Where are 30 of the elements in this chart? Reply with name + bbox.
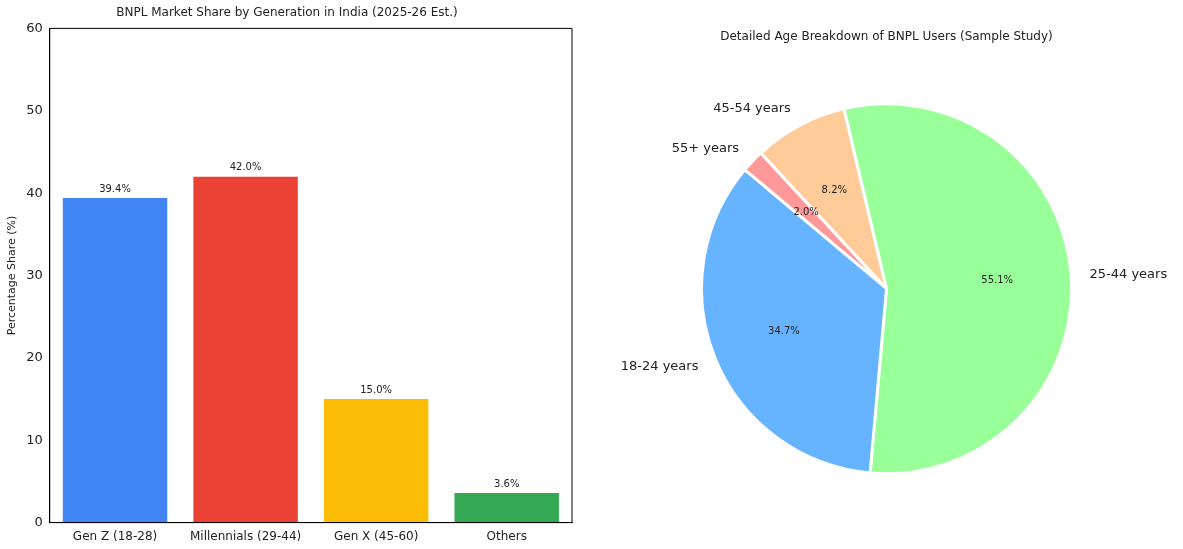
data-label: 39.4% <box>99 182 131 194</box>
data-label: 15.0% <box>360 383 393 395</box>
slice-label: 45-54 years <box>713 100 792 116</box>
data-label: 55.1% <box>981 274 1014 286</box>
data-label: 8.2% <box>821 184 848 196</box>
chart-title: BNPL Market Share by Generation in India (2025-26 Est.) <box>116 5 458 20</box>
x-tick-label: Others <box>486 528 527 543</box>
y-tick-label: 50 <box>26 102 43 118</box>
chart-title: Detailed Age Breakdown of BNPL Users (Sample Study) <box>720 29 1053 44</box>
data-label: 34.7% <box>768 324 800 336</box>
y-tick-label: 60 <box>26 19 43 35</box>
slice-label: 55+ years <box>671 139 740 155</box>
bar <box>454 492 559 523</box>
y-tick-label: 10 <box>26 431 43 447</box>
y-tick-label: 30 <box>26 266 43 282</box>
bar <box>323 399 429 523</box>
data-label: 2.0% <box>793 205 819 217</box>
x-tick-label: Millennials (29-44) <box>189 528 302 543</box>
x-tick-label: Gen Z (18-28) <box>72 528 158 543</box>
y-tick-label: 0 <box>34 513 43 529</box>
y-tick-label: 40 <box>26 184 43 200</box>
bar <box>193 176 298 523</box>
data-label: 3.6% <box>494 477 520 489</box>
y-axis-title: Percentage Share (%) <box>5 215 19 336</box>
x-tick-label: Gen X (45-60) <box>333 528 419 543</box>
slice-label: 18-24 years <box>620 357 699 373</box>
y-tick-label: 20 <box>26 349 43 365</box>
bar <box>62 198 168 523</box>
data-label: 42.0% <box>229 161 262 173</box>
slice-label: 25-44 years <box>1089 265 1168 281</box>
